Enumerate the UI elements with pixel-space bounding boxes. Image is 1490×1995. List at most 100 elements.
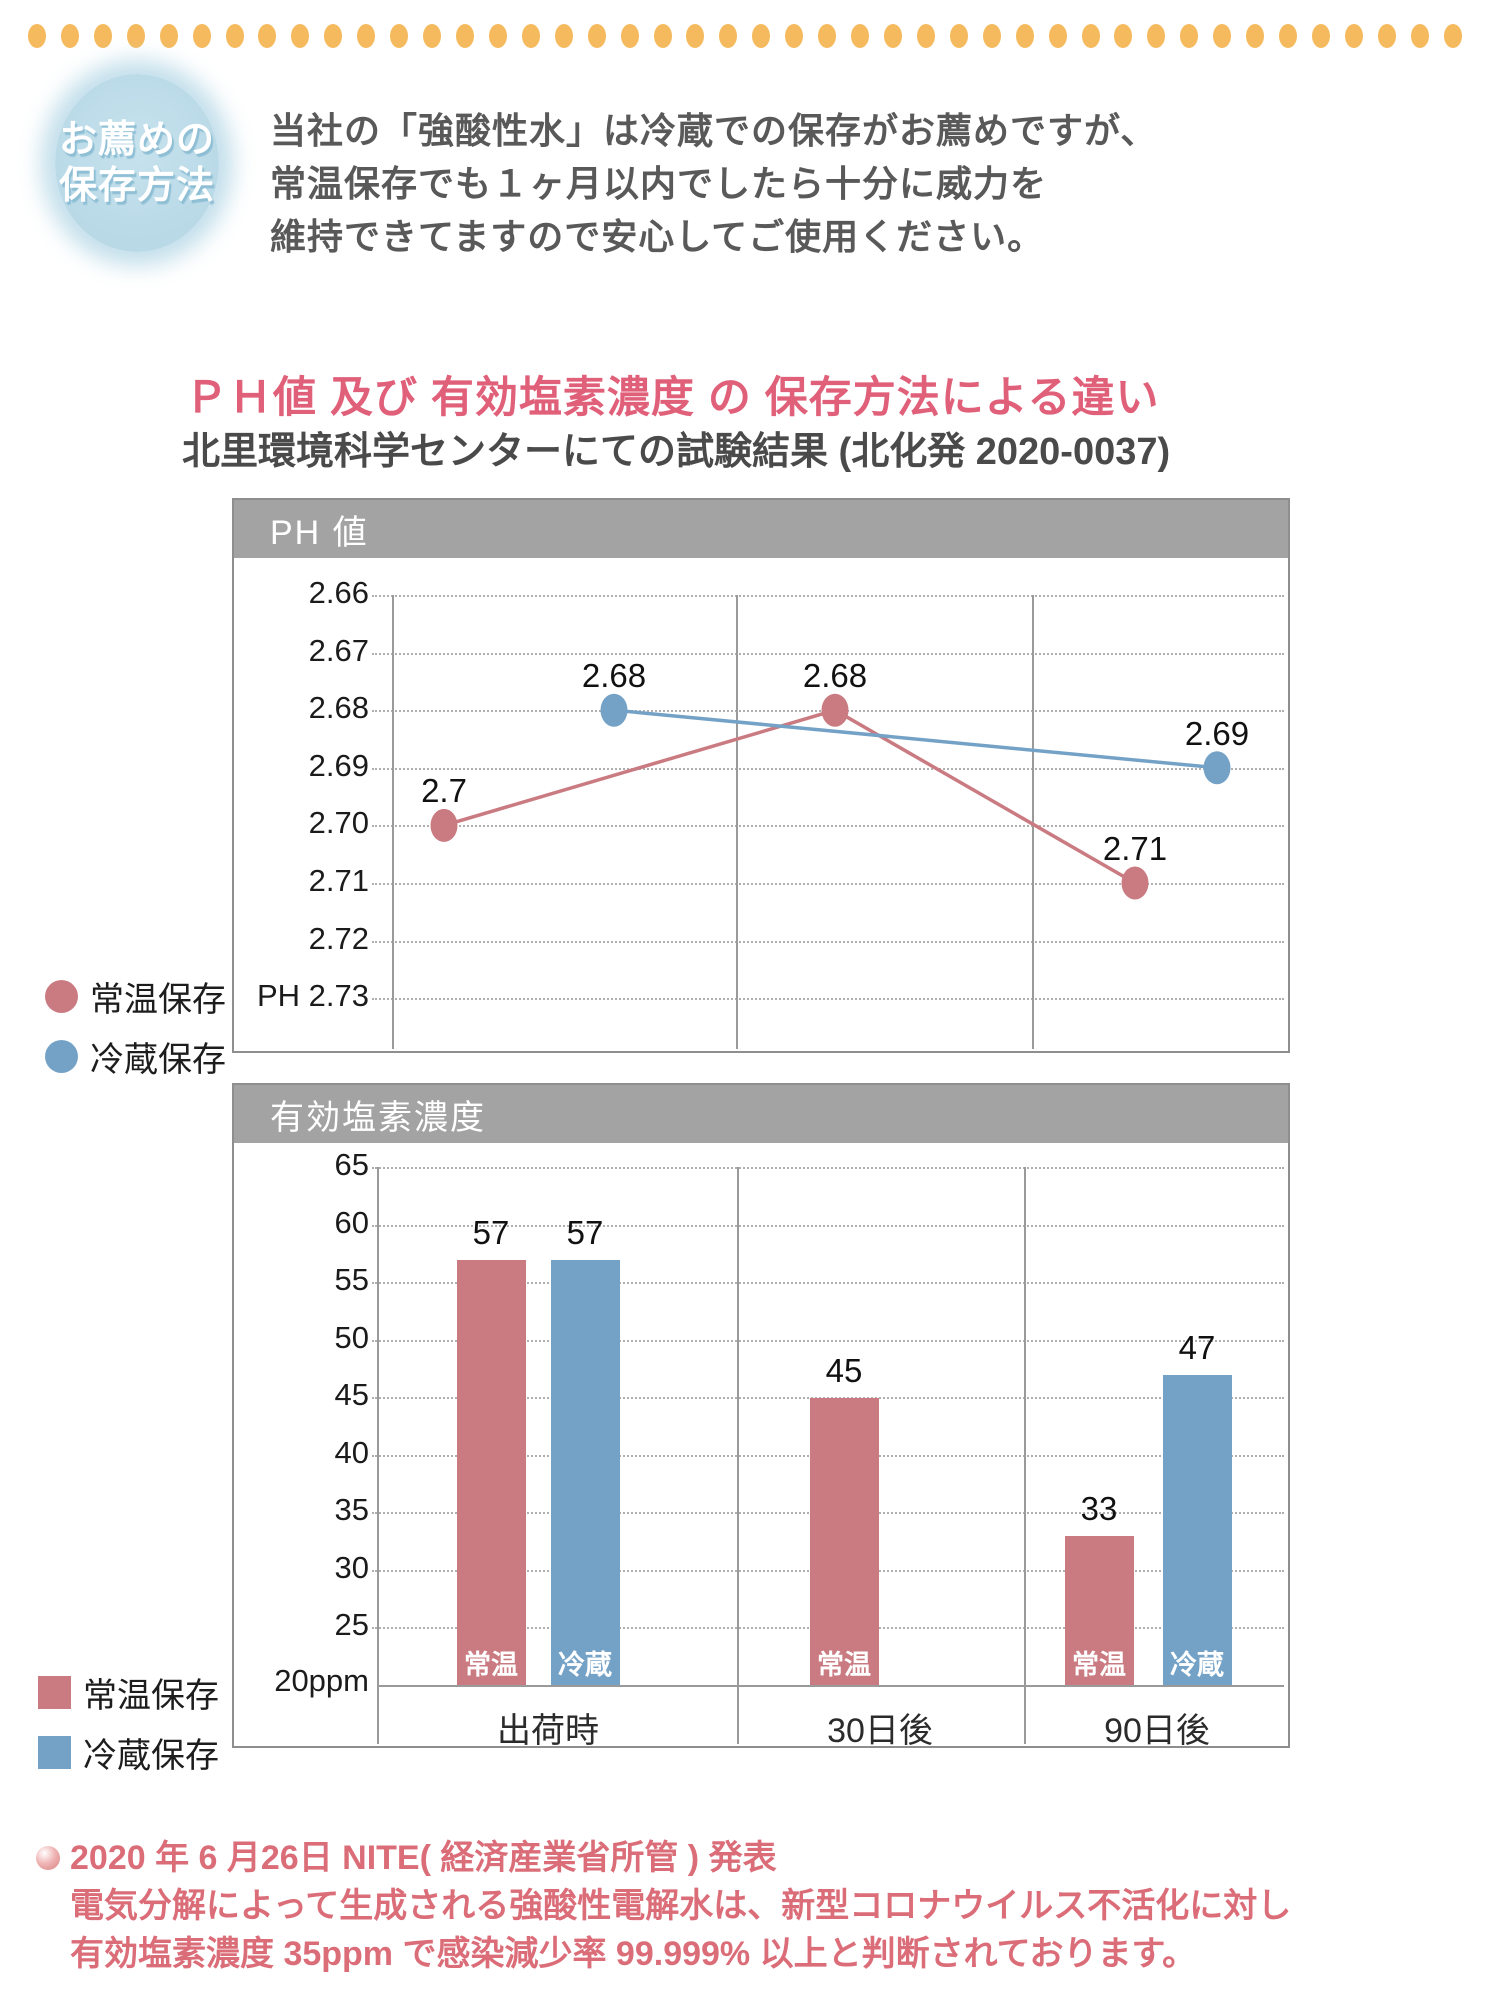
cl-tick-label: 45: [334, 1377, 369, 1412]
chlorine-chart-title: 有効塩素濃度: [270, 1098, 486, 1137]
ph-category-separator: [1032, 595, 1034, 1049]
ph-gridline: [372, 940, 1284, 943]
ph-gridline: [372, 883, 1284, 885]
ph-line-room: [443, 708, 1136, 885]
orange-dot: [686, 24, 705, 48]
ph-category-separator: [736, 595, 738, 1049]
badge-line-2: 保存方法: [58, 165, 215, 207]
cl-y-axis-line: [377, 1167, 379, 1744]
cl-bar-series-label: 冷蔵: [1170, 1650, 1224, 1680]
room-storage-circle-marker: [45, 980, 78, 1013]
orange-dot: [93, 24, 112, 48]
orange-dot: [1246, 24, 1265, 48]
orange-dot: [1213, 24, 1232, 48]
page-title: ＰＨ値 及び 有効塩素濃度 の 保存方法による違い: [185, 374, 1160, 422]
orange-dot: [1344, 24, 1363, 48]
ph-tick-label: 2.68: [308, 690, 369, 726]
cl-baseline: [377, 1685, 1284, 1687]
cl-gridline: [372, 1224, 1284, 1227]
cl-bar-cold: [550, 1259, 620, 1685]
legend-label-room: 常温保存: [83, 1677, 219, 1715]
orange-dot: [357, 24, 376, 48]
orange-dot: [785, 24, 804, 48]
cl-x-label: 90日後: [1104, 1712, 1210, 1750]
cl-tick-label: 50: [334, 1319, 369, 1355]
note-line-1-text: 2020 年 6 月26日 NITE( 経済産業省所管 ) 発表: [70, 1839, 777, 1877]
ph-data-point: [1203, 751, 1231, 785]
cl-bar-room: [1064, 1535, 1134, 1685]
orange-dot: [159, 24, 178, 48]
orange-dot: [324, 24, 343, 48]
cl-bar-series-label: 常温: [464, 1650, 518, 1680]
orange-dot: [587, 24, 606, 48]
bullet-icon: [36, 1846, 60, 1870]
orange-dot: [1443, 24, 1462, 48]
legend-label-cold: 冷蔵保存: [83, 1737, 219, 1775]
ph-gridline: [372, 595, 1284, 597]
ph-data-point: [821, 693, 849, 727]
cold-storage-circle-marker: [45, 1040, 78, 1073]
cl-gridline: [372, 1167, 1284, 1169]
cl-tick-label: 25: [334, 1607, 369, 1642]
orange-dot: [1180, 24, 1199, 48]
legend-item-room: 常温保存: [38, 1668, 219, 1717]
page-subtitle: 北里環境科学センターにての試験結果 (北化発 2020-0037): [182, 431, 1171, 473]
ph-gridline: [372, 825, 1284, 828]
ph-gridline: [372, 998, 1284, 1001]
cl-bar-series-label: 常温: [817, 1650, 871, 1680]
chlorine-chart-legend: 常温保存 冷蔵保存: [38, 1668, 219, 1777]
cl-x-label: 出荷時: [497, 1712, 599, 1750]
cl-bar-series-label: 冷蔵: [558, 1650, 612, 1680]
chlorine-chart-panel: 有効塩素濃度 65 60 55 50 45 40 35 30 25 20ppm 57 常温 45 常温 33…: [232, 1083, 1290, 1750]
orange-dot: [60, 24, 79, 48]
ph-tick-label: 2.67: [308, 632, 369, 668]
orange-dot: [1279, 24, 1298, 48]
orange-dot: [818, 24, 837, 48]
orange-dot: [949, 24, 968, 48]
orange-dot: [192, 24, 211, 48]
orange-dot: [291, 24, 310, 48]
legend-item-cold: 冷蔵保存: [38, 1728, 219, 1777]
cl-tick-label: 55: [334, 1262, 369, 1297]
orange-dot: [423, 24, 442, 48]
orange-dot: [126, 24, 145, 48]
ph-tick-label: 2.71: [308, 863, 369, 898]
orange-dot: [258, 24, 277, 48]
ph-chart-panel: PH 値 2.66 2.67 2.68 2.69 2.70 2.71 2.72 PH 2.73…: [232, 498, 1290, 1053]
ph-line-cold: [613, 708, 1218, 770]
ph-tick-label: 2.70: [308, 805, 369, 841]
orange-dot: [1048, 24, 1067, 48]
orange-dot: [521, 24, 540, 48]
orange-dot: [225, 24, 244, 48]
recommendation-badge: お薦めの 保存方法: [55, 74, 219, 252]
orange-dot: [752, 24, 771, 48]
cl-tick-label: 65: [334, 1147, 369, 1182]
ph-tick-label: 2.72: [308, 920, 369, 956]
ph-tick-label: 2.69: [308, 747, 369, 783]
cl-baseline-label: 20ppm: [274, 1663, 369, 1698]
legend-item-cold: 冷蔵保存: [45, 1032, 226, 1081]
intro-text: 当社の「強酸性水」は冷蔵での保存がお薦めですが、 常温保存でも１ヶ月以内でしたら…: [270, 110, 1158, 257]
ph-gridline: [372, 652, 1284, 655]
cl-bar-room: [809, 1397, 879, 1685]
legend-label-cold: 冷蔵保存: [90, 1041, 226, 1079]
ph-data-point: [600, 693, 628, 727]
orange-dot: [851, 24, 870, 48]
orange-dot: [488, 24, 507, 48]
ph-data-point: [430, 808, 458, 842]
orange-dot: [916, 24, 935, 48]
orange-dot: [1114, 24, 1133, 48]
cl-bar-room: [456, 1259, 526, 1685]
orange-dot: [390, 24, 409, 48]
orange-dot: [719, 24, 738, 48]
orange-dot: [1377, 24, 1396, 48]
note-line-2: 電気分解によって生成される強酸性電解水は、新型コロナウイルス不活化に対し: [70, 1887, 1292, 1925]
ph-point-label: 2.69: [1184, 714, 1250, 752]
orange-dot: [28, 24, 46, 48]
cl-bar-value-label: 57: [472, 1213, 510, 1251]
cl-bar-value-label: 45: [825, 1351, 863, 1389]
cl-tick-label: 30: [334, 1549, 369, 1585]
orange-dot: [620, 24, 639, 48]
cl-bar-value-label: 33: [1080, 1489, 1118, 1527]
